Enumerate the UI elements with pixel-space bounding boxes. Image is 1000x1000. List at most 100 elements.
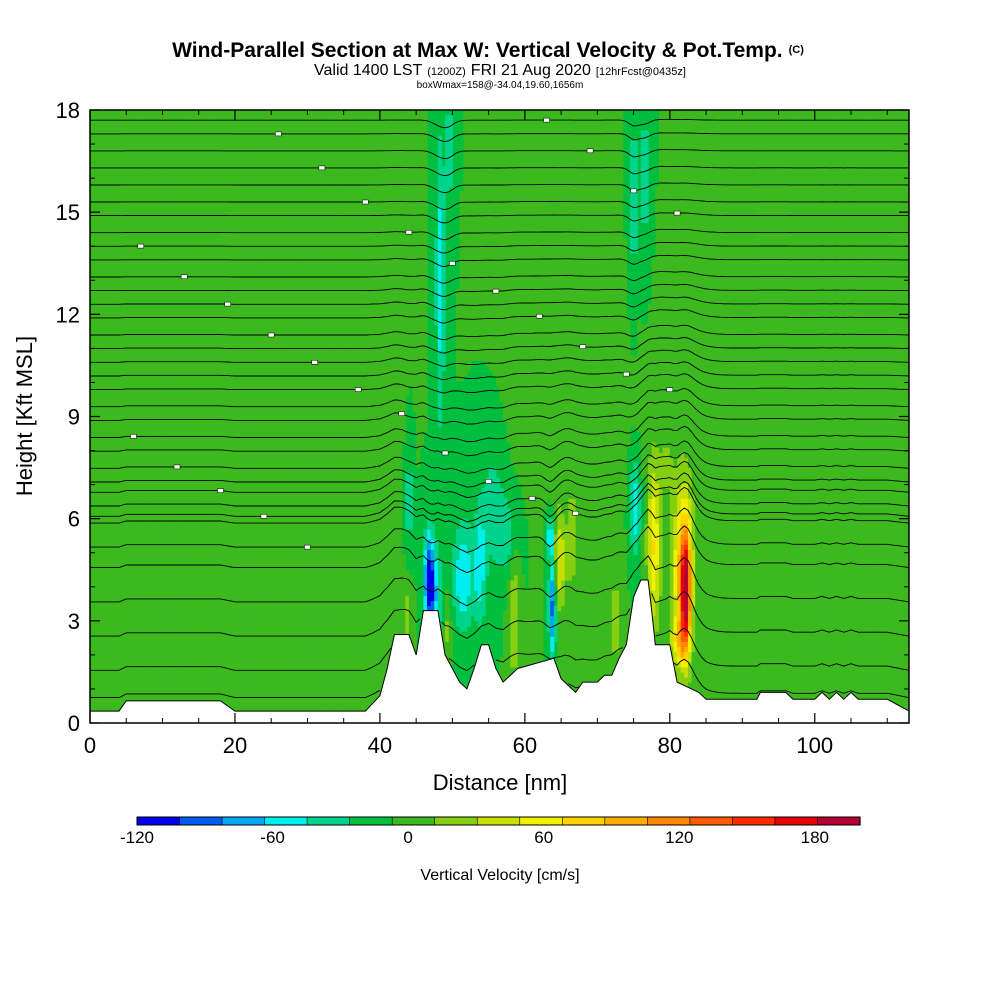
w-cell — [112, 401, 116, 407]
w-cell — [141, 110, 145, 116]
w-cell — [141, 452, 145, 458]
w-cell — [141, 524, 145, 530]
w-cell — [213, 273, 217, 279]
w-cell — [126, 570, 130, 576]
w-cell — [112, 151, 116, 157]
w-cell — [235, 345, 239, 351]
w-cell — [235, 662, 239, 668]
w-cell — [119, 309, 123, 315]
w-cell — [101, 549, 105, 555]
w-cell — [94, 590, 98, 596]
w-cell — [119, 212, 123, 218]
w-cell — [133, 130, 137, 136]
w-cell — [224, 335, 228, 341]
w-cell — [202, 519, 206, 525]
w-cell — [101, 309, 105, 315]
w-cell — [210, 549, 214, 555]
w-cell — [123, 284, 127, 290]
w-cell — [213, 381, 217, 387]
w-cell — [177, 560, 181, 566]
w-cell — [217, 452, 221, 458]
w-cell — [213, 176, 217, 182]
w-cell — [199, 452, 203, 458]
w-cell — [231, 703, 235, 709]
w-cell — [181, 268, 185, 274]
w-cell — [115, 442, 119, 448]
w-cell — [105, 452, 109, 458]
w-cell — [115, 125, 119, 131]
w-cell — [141, 212, 145, 218]
w-cell — [202, 498, 206, 504]
w-cell — [213, 110, 217, 116]
w-cell — [119, 621, 123, 627]
w-cell — [228, 309, 232, 315]
w-cell — [199, 335, 203, 341]
w-cell — [119, 657, 123, 663]
w-cell — [130, 365, 134, 371]
w-cell — [152, 182, 156, 188]
w-cell — [115, 636, 119, 642]
w-cell — [126, 422, 130, 428]
w-cell — [162, 575, 166, 581]
w-cell — [231, 325, 235, 331]
w-cell — [97, 360, 101, 366]
w-cell — [112, 524, 116, 530]
w-cell — [184, 534, 188, 540]
w-cell — [101, 508, 105, 514]
title-main: Wind-Parallel Section at Max W: Vertical… — [172, 39, 783, 62]
w-cell — [130, 110, 134, 116]
w-cell — [105, 682, 109, 688]
w-cell — [108, 141, 112, 147]
w-cell — [173, 365, 177, 371]
w-cell — [188, 651, 192, 657]
w-cell — [130, 549, 134, 555]
w-cell — [235, 273, 239, 279]
w-cell — [213, 263, 217, 269]
w-cell — [217, 626, 221, 632]
w-cell — [130, 611, 134, 617]
w-cell — [235, 314, 239, 320]
w-cell — [130, 125, 134, 131]
w-cell — [166, 289, 170, 295]
w-cell — [231, 187, 235, 193]
w-cell — [224, 549, 228, 555]
w-cell — [220, 350, 224, 356]
w-cell — [231, 391, 235, 397]
w-cell — [133, 677, 137, 683]
w-cell — [148, 381, 152, 387]
w-cell — [220, 580, 224, 586]
w-cell — [137, 289, 141, 295]
w-cell — [191, 340, 195, 346]
w-cell — [181, 360, 185, 366]
w-cell — [123, 493, 127, 499]
w-cell — [115, 422, 119, 428]
w-cell — [101, 432, 105, 438]
w-cell — [191, 621, 195, 627]
w-cell — [119, 345, 123, 351]
w-cell — [191, 176, 195, 182]
w-cell — [97, 243, 101, 249]
w-cell — [199, 646, 203, 652]
w-cell — [184, 161, 188, 167]
w-cell — [105, 641, 109, 647]
w-cell — [191, 263, 195, 269]
w-cell — [177, 442, 181, 448]
w-cell — [173, 549, 177, 555]
w-cell — [152, 396, 156, 402]
w-cell — [148, 376, 152, 382]
w-cell — [123, 570, 127, 576]
w-cell — [206, 207, 210, 213]
w-cell — [166, 657, 170, 663]
w-cell — [220, 590, 224, 596]
w-cell — [162, 136, 166, 142]
w-cell — [155, 268, 159, 274]
w-cell — [206, 672, 210, 678]
w-cell — [188, 289, 192, 295]
w-cell — [148, 289, 152, 295]
w-cell — [220, 222, 224, 228]
w-cell — [152, 141, 156, 147]
w-cell — [239, 687, 243, 693]
w-cell — [213, 335, 217, 341]
w-cell — [191, 565, 195, 571]
w-cell — [239, 473, 243, 479]
